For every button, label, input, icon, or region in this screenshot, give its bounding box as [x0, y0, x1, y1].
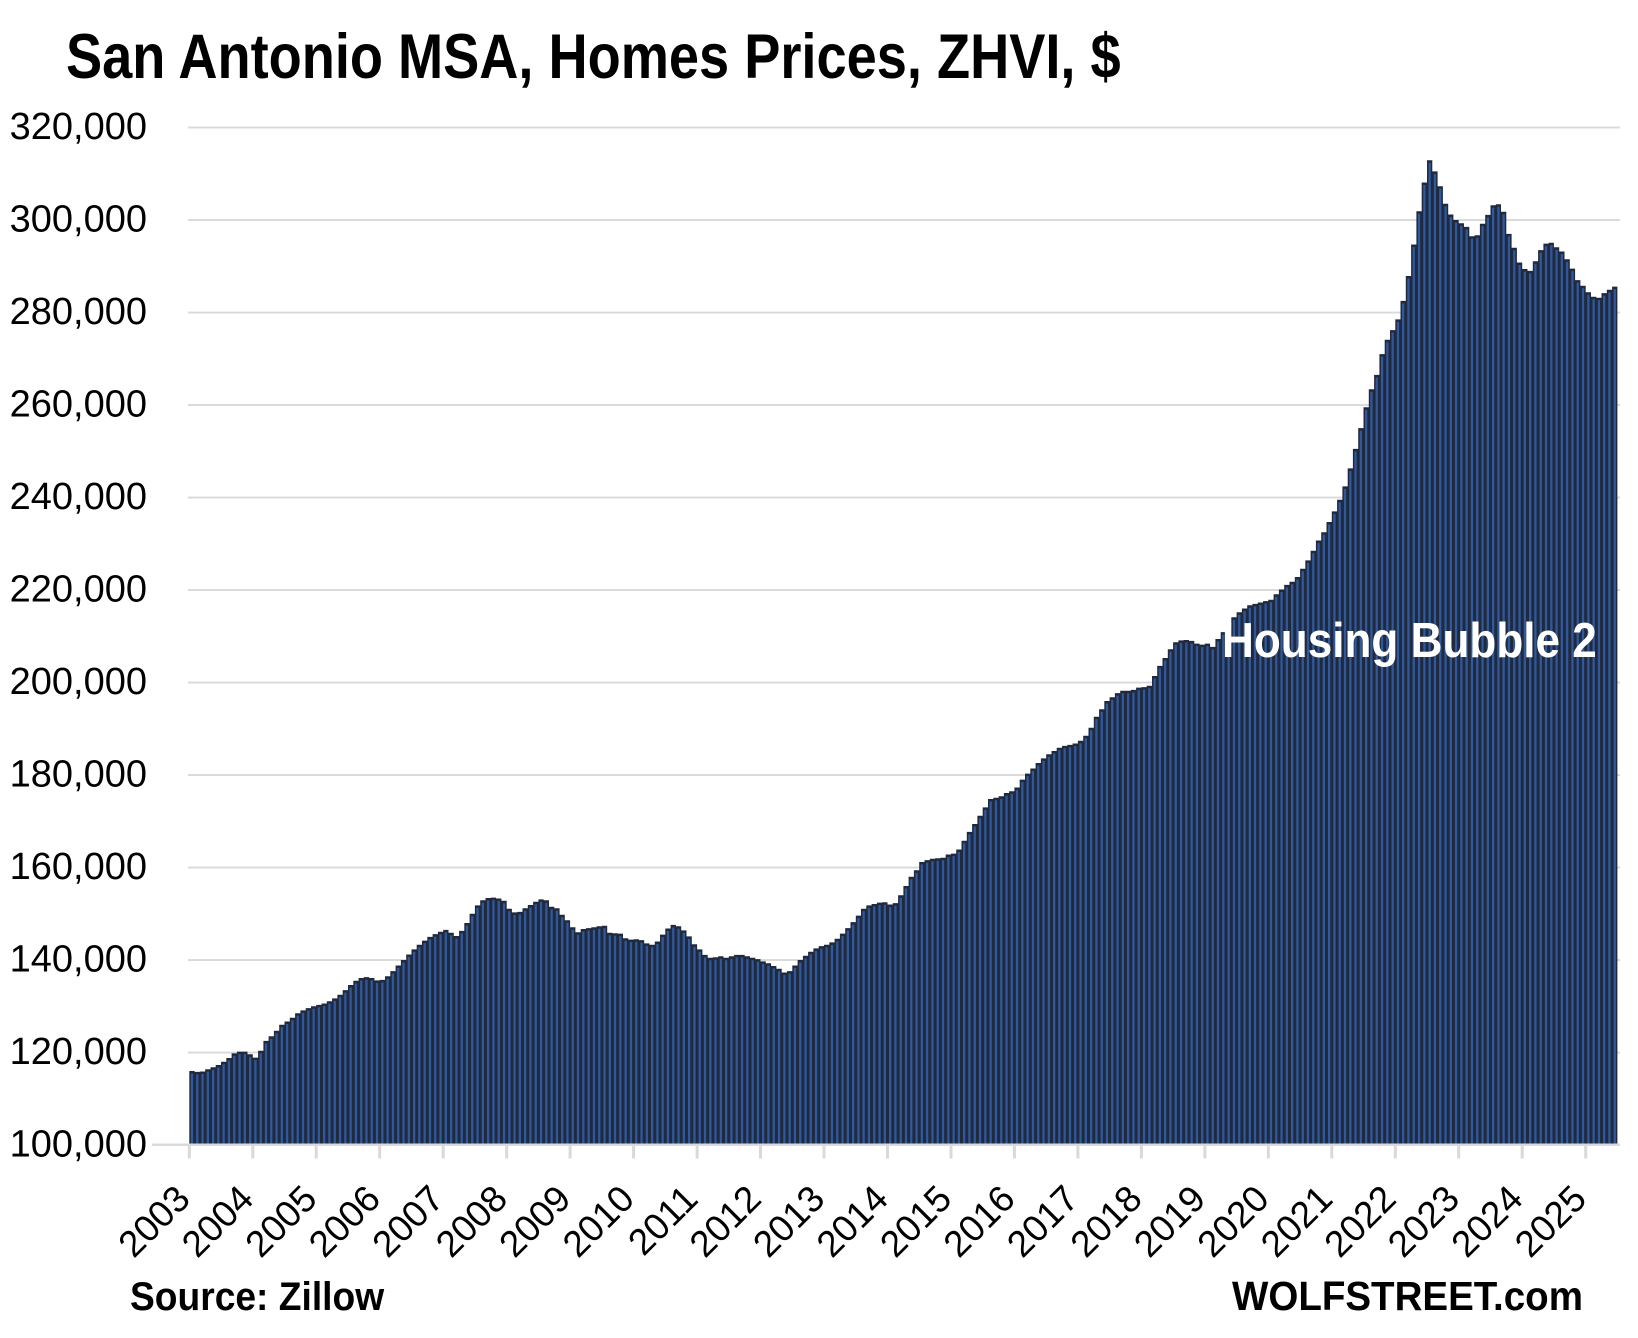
svg-text:160,000: 160,000: [10, 846, 147, 888]
svg-text:San Antonio MSA, Homes Prices,: San Antonio MSA, Homes Prices, ZHVI, $: [66, 22, 1121, 92]
svg-text:100,000: 100,000: [10, 1124, 147, 1166]
svg-text:300,000: 300,000: [10, 199, 147, 241]
svg-text:Housing Bubble 2: Housing Bubble 2: [1222, 613, 1597, 668]
svg-text:220,000: 220,000: [10, 569, 147, 611]
svg-text:120,000: 120,000: [10, 1031, 147, 1073]
svg-text:Source: Zillow: Source: Zillow: [130, 1275, 385, 1320]
svg-text:200,000: 200,000: [10, 661, 147, 703]
svg-text:260,000: 260,000: [10, 384, 147, 426]
svg-text:320,000: 320,000: [10, 106, 147, 148]
svg-text:WOLFSTREET.com: WOLFSTREET.com: [1232, 1274, 1583, 1319]
svg-text:140,000: 140,000: [10, 939, 147, 981]
svg-text:280,000: 280,000: [10, 291, 147, 333]
svg-text:180,000: 180,000: [10, 754, 147, 796]
svg-text:240,000: 240,000: [10, 476, 147, 518]
